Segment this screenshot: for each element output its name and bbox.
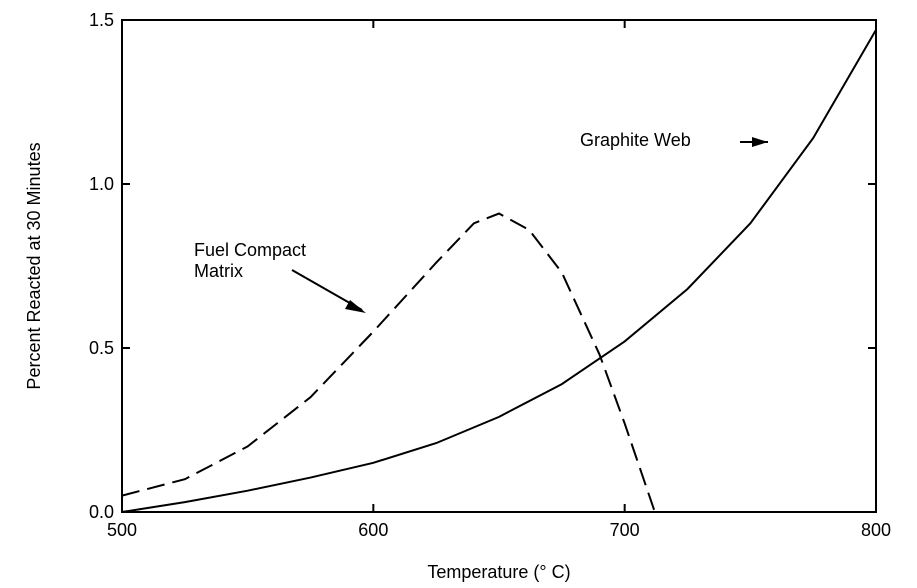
y-axis-label: Percent Reacted at 30 Minutes (24, 142, 44, 389)
x-tick-label: 500 (107, 520, 137, 540)
y-tick-label: 1.0 (89, 174, 114, 194)
y-tick-label: 1.5 (89, 10, 114, 30)
x-axis-label: Temperature (° C) (427, 562, 570, 582)
x-tick-label: 800 (861, 520, 891, 540)
plot-frame (121, 19, 877, 513)
series-line (121, 29, 877, 513)
arrow-head (345, 300, 366, 313)
y-tick-label: 0.5 (89, 338, 114, 358)
series-line (121, 212, 656, 513)
arrow-head (752, 137, 768, 147)
annotation: Graphite Web (580, 130, 691, 150)
y-tick-label: 0.0 (89, 502, 114, 522)
x-tick-label: 600 (358, 520, 388, 540)
x-tick-label: 700 (610, 520, 640, 540)
annotation: Fuel Compact Matrix (194, 240, 307, 281)
